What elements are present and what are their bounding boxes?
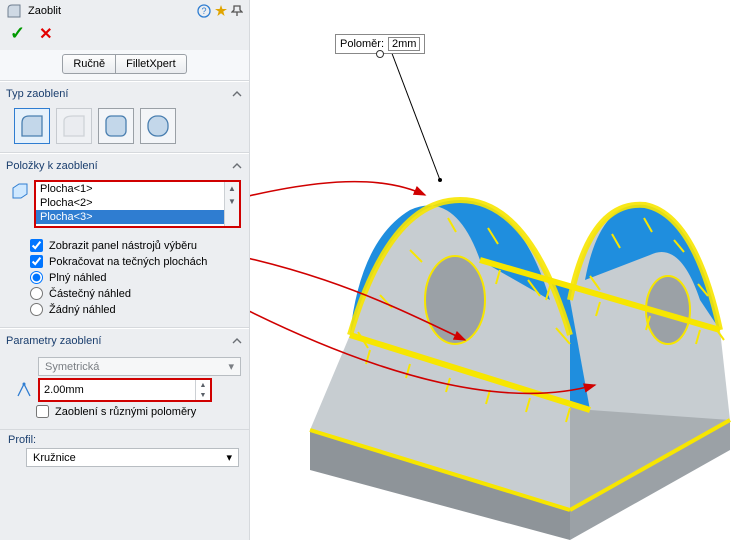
chk-multi-radius[interactable]: Zaoblení s různými poloměry: [36, 405, 241, 418]
fillet-type-full[interactable]: [140, 108, 176, 144]
radius-icon: [14, 382, 34, 398]
panel-titlebar: Zaoblit ?: [0, 0, 249, 21]
list-item[interactable]: Plocha<2>: [36, 196, 239, 210]
section-title: Typ zaoblení: [6, 88, 68, 100]
property-panel: Zaoblit ? ✓ ✕ Ručně FilletXpert Typ zaob…: [0, 0, 250, 540]
radio-label: Plný náhled: [49, 272, 107, 284]
collapse-icon[interactable]: [231, 88, 243, 100]
checkbox-label: Pokračovat na tečných plochách: [49, 256, 207, 268]
tab-filletxpert[interactable]: FilletXpert: [116, 54, 187, 74]
ok-button[interactable]: ✓: [10, 23, 25, 44]
fillet-type-constant[interactable]: [14, 108, 50, 144]
radio-preview-none[interactable]: Žádný náhled: [30, 303, 241, 316]
tooltip-handle-icon[interactable]: [376, 50, 384, 58]
list-scrollbar[interactable]: ▲ ▼: [224, 182, 239, 226]
radius-tooltip[interactable]: Poloměr: 2mm: [335, 34, 425, 54]
section-title: Parametry zaoblení: [6, 335, 101, 347]
chk-show-toolbar[interactable]: Zobrazit panel nástrojů výběru: [30, 239, 241, 252]
tab-manual[interactable]: Ručně: [62, 54, 116, 74]
pin-icon[interactable]: [231, 5, 243, 17]
list-item[interactable]: Plocha<3>: [36, 210, 239, 224]
profile-select[interactable]: Kružnice ▾: [26, 448, 239, 467]
select-value: Symetrická: [45, 361, 99, 373]
face-selection-icon: [10, 180, 30, 200]
radius-spinner[interactable]: ▲▼: [38, 378, 212, 402]
spinner-buttons[interactable]: ▲▼: [195, 380, 210, 400]
checkbox[interactable]: [36, 405, 49, 418]
select-value: Kružnice: [33, 452, 76, 464]
radio[interactable]: [30, 271, 43, 284]
section-items: Položky k zaoblení Plocha<1> Plocha<2> P…: [0, 153, 249, 328]
tooltip-label: Poloměr:: [340, 38, 384, 50]
help-icon[interactable]: ?: [197, 4, 211, 18]
viewport-3d[interactable]: Poloměr: 2mm: [250, 0, 750, 540]
fillet-type-variable[interactable]: [56, 108, 92, 144]
chk-tangent[interactable]: Pokračovat na tečných plochách: [30, 255, 241, 268]
collapse-icon[interactable]: [231, 160, 243, 172]
chevron-down-icon: ▾: [228, 360, 234, 373]
faces-listbox[interactable]: Plocha<1> Plocha<2> Plocha<3> ▲ ▼: [34, 180, 241, 228]
profile-label: Profil:: [0, 430, 249, 448]
symmetry-row: Symetrická ▾: [14, 357, 241, 376]
checkbox-label: Zaoblení s různými poloměry: [55, 406, 196, 418]
radius-row: ▲▼: [14, 378, 241, 402]
model-3d: [250, 0, 750, 540]
panel-title: Zaoblit: [28, 5, 61, 17]
mode-tabs: Ručně FilletXpert: [0, 50, 249, 81]
ok-cancel-row: ✓ ✕: [0, 21, 249, 50]
fillet-type-row: [10, 108, 241, 144]
radius-input[interactable]: [40, 380, 195, 400]
section-params: Parametry zaoblení Symetrická ▾ ▲▼: [0, 328, 249, 430]
radio-preview-full[interactable]: Plný náhled: [30, 271, 241, 284]
symmetry-select[interactable]: Symetrická ▾: [38, 357, 241, 376]
radio-preview-partial[interactable]: Částečný náhled: [30, 287, 241, 300]
svg-text:?: ?: [201, 6, 206, 16]
section-title: Položky k zaoblení: [6, 160, 98, 172]
section-fillet-type: Typ zaoblení: [0, 81, 249, 153]
collapse-icon[interactable]: [231, 335, 243, 347]
checkbox-label: Zobrazit panel nástrojů výběru: [49, 240, 197, 252]
radio[interactable]: [30, 303, 43, 316]
checkbox[interactable]: [30, 255, 43, 268]
list-item[interactable]: Plocha<1>: [36, 182, 239, 196]
checkbox[interactable]: [30, 239, 43, 252]
radio[interactable]: [30, 287, 43, 300]
options-star-icon[interactable]: [215, 5, 227, 17]
fillet-type-face[interactable]: [98, 108, 134, 144]
radio-label: Žádný náhled: [49, 304, 116, 316]
chevron-down-icon: ▾: [226, 451, 232, 464]
cancel-button[interactable]: ✕: [39, 24, 52, 44]
radio-label: Částečný náhled: [49, 288, 131, 300]
tooltip-value[interactable]: 2mm: [388, 37, 420, 51]
fillet-feature-icon: [6, 3, 22, 19]
